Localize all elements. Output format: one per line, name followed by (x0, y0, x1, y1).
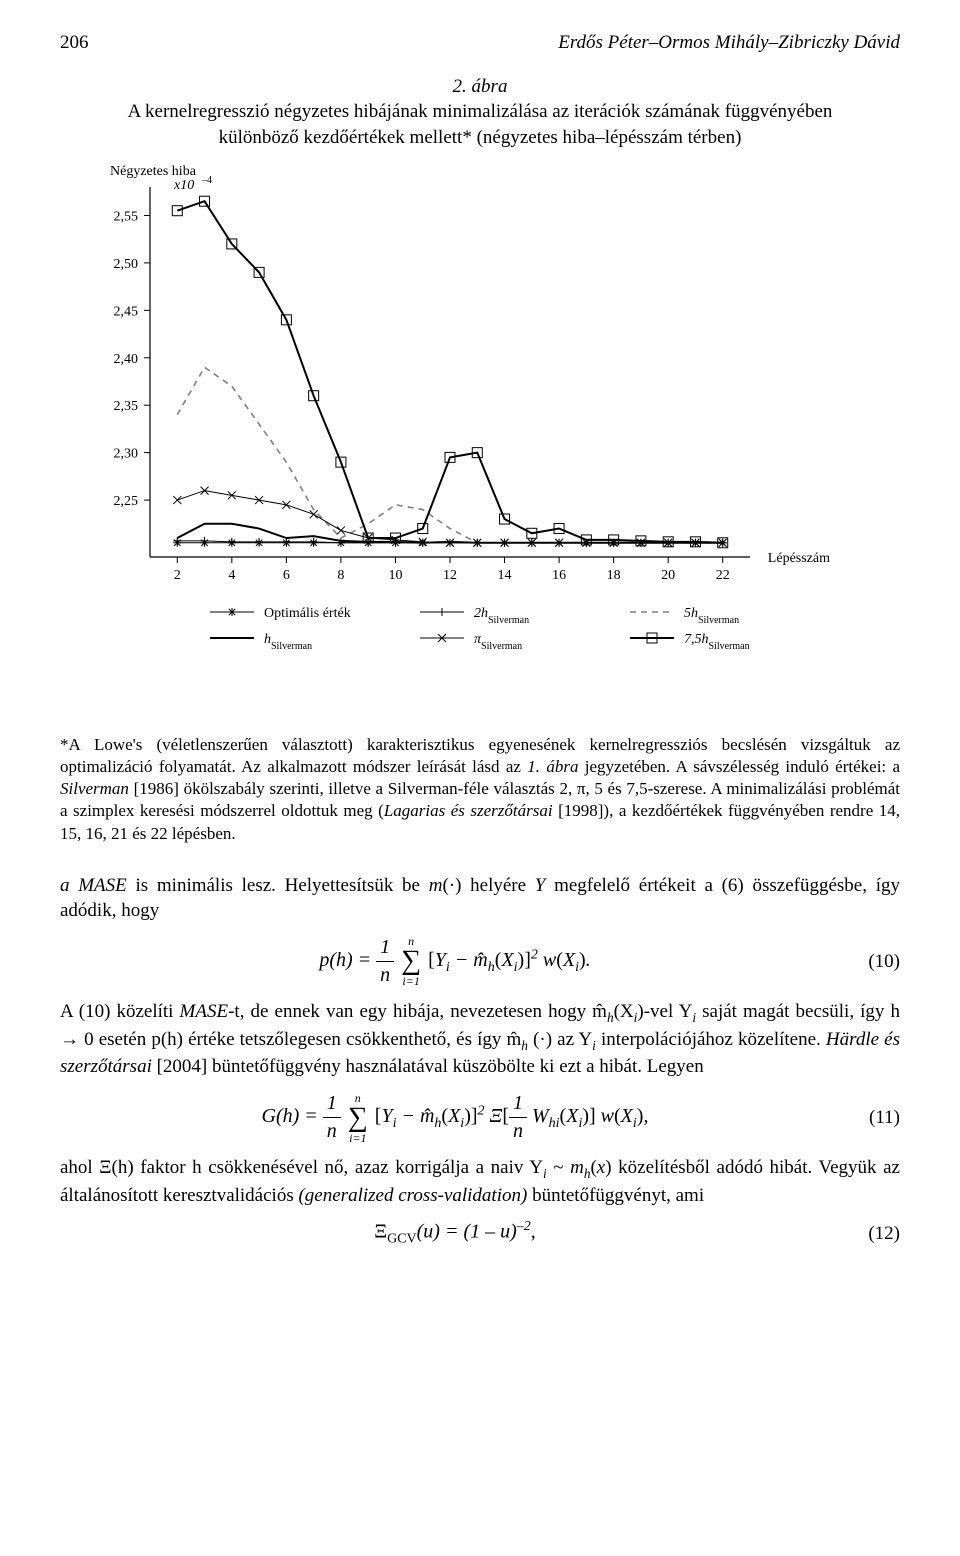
paragraph-2: A (10) közelíti MASE-t, de ennek van egy… (60, 999, 900, 1080)
svg-text:2: 2 (174, 568, 181, 583)
eqnum-10: (10) (850, 949, 900, 975)
svg-text:12: 12 (443, 568, 457, 583)
svg-text:x10: x10 (173, 178, 194, 193)
svg-text:10: 10 (388, 568, 402, 583)
svg-text:20: 20 (661, 568, 675, 583)
equation-10: p(h) = 1n n∑i=1 [Yi − m̂h(Xi)]2 w(Xi). (… (60, 934, 900, 989)
figure-caption: 2. ábra A kernelregresszió négyzetes hib… (60, 74, 900, 151)
equation-12: ΞGCV(u) = (1 – u)–2, (12) (60, 1218, 900, 1250)
page-number: 206 (60, 30, 89, 56)
svg-text:6: 6 (283, 568, 290, 583)
svg-text:2,25: 2,25 (114, 494, 139, 509)
figure-title-1: A kernelregresszió négyzetes hibájának m… (60, 99, 900, 125)
figure-footnote: *A Lowe's (véletlenszerűen választott) k… (60, 734, 900, 844)
svg-text:18: 18 (607, 568, 621, 583)
paragraph-3: ahol Ξ(h) faktor h csökkenésével nő, aza… (60, 1155, 900, 1208)
running-authors: Erdős Péter–Ormos Mihály–Zibriczky Dávid (558, 30, 900, 56)
paragraph-1: a MASE is minimális lesz. Helyettesítsük… (60, 873, 900, 924)
svg-text:2,45: 2,45 (114, 304, 139, 319)
svg-text:8: 8 (337, 568, 344, 583)
figure-number: 2. ábra (453, 76, 508, 97)
svg-text:22: 22 (716, 568, 730, 583)
equation-11: G(h) = 1n n∑i=1 [Yi − m̂h(Xi)]2 Ξ[1n Whi… (60, 1090, 900, 1145)
svg-text:16: 16 (552, 568, 566, 583)
svg-text:Optimális érték: Optimális érték (264, 606, 351, 621)
svg-text:2,35: 2,35 (114, 399, 139, 414)
svg-text:Négyzetes hiba: Négyzetes hiba (110, 164, 197, 179)
svg-text:2,55: 2,55 (114, 209, 139, 224)
svg-text:2,50: 2,50 (114, 256, 139, 271)
chart: Négyzetes hibax10 –4 2,25 2,30 2,35 2,40 2,45 2… (60, 157, 900, 725)
svg-text:4: 4 (228, 568, 235, 583)
eqnum-12: (12) (850, 1221, 900, 1247)
figure-title-2: különböző kezdőértékek mellett* (négyzet… (60, 125, 900, 151)
svg-text:–4: –4 (201, 175, 212, 186)
svg-text:2,40: 2,40 (114, 351, 139, 366)
svg-text:2,30: 2,30 (114, 446, 139, 461)
svg-text:14: 14 (498, 568, 512, 583)
svg-text:Lépésszám: Lépésszám (768, 551, 830, 566)
eqnum-11: (11) (850, 1105, 900, 1131)
footnote-star: * (60, 735, 69, 754)
